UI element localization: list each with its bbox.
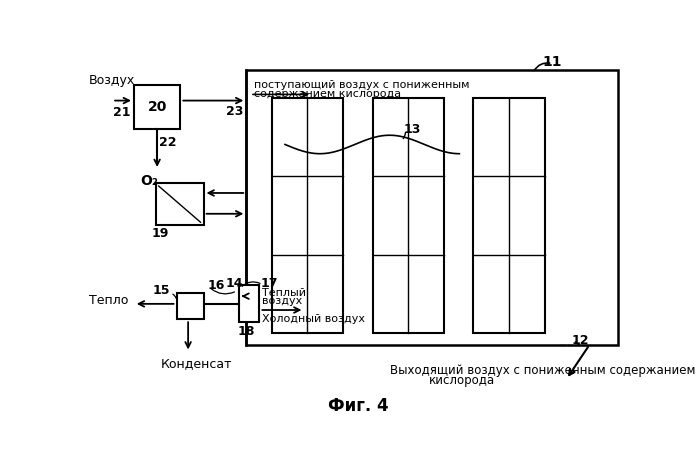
- Bar: [134, 85, 180, 129]
- Text: 16: 16: [208, 279, 225, 292]
- Text: Фиг. 4: Фиг. 4: [329, 397, 389, 415]
- Text: кислорода: кислорода: [428, 374, 494, 387]
- Bar: [246, 70, 618, 345]
- Bar: [473, 98, 545, 333]
- Text: воздух: воздух: [261, 296, 302, 306]
- Text: 18: 18: [238, 325, 255, 338]
- Text: 12: 12: [572, 334, 589, 347]
- Text: 21: 21: [113, 106, 131, 119]
- Text: поступающий воздух с пониженным: поступающий воздух с пониженным: [254, 80, 470, 90]
- Text: 11: 11: [542, 55, 562, 69]
- Text: 14: 14: [226, 276, 243, 289]
- Text: Конденсат: Конденсат: [161, 357, 233, 370]
- Text: 20: 20: [147, 100, 167, 114]
- Bar: [272, 98, 343, 333]
- Bar: [177, 293, 203, 319]
- Text: Холодный воздух: Холодный воздух: [261, 314, 365, 324]
- Text: 15: 15: [153, 284, 171, 297]
- Bar: [373, 98, 444, 333]
- Text: 13: 13: [403, 123, 421, 136]
- Text: 17: 17: [261, 277, 278, 290]
- Text: Теплый: Теплый: [261, 288, 305, 298]
- Text: 19: 19: [152, 226, 169, 240]
- Bar: [156, 183, 203, 226]
- Text: Выходящий воздух с пониженным содержанием: Выходящий воздух с пониженным содержание…: [389, 363, 695, 377]
- Bar: [238, 285, 259, 322]
- Text: 23: 23: [226, 105, 243, 118]
- Text: содержанием кислорода: содержанием кислорода: [254, 89, 401, 99]
- Text: 22: 22: [159, 136, 177, 149]
- Text: Воздух: Воздух: [89, 74, 135, 87]
- Text: O₂: O₂: [140, 174, 158, 188]
- Text: Тепло: Тепло: [89, 295, 129, 307]
